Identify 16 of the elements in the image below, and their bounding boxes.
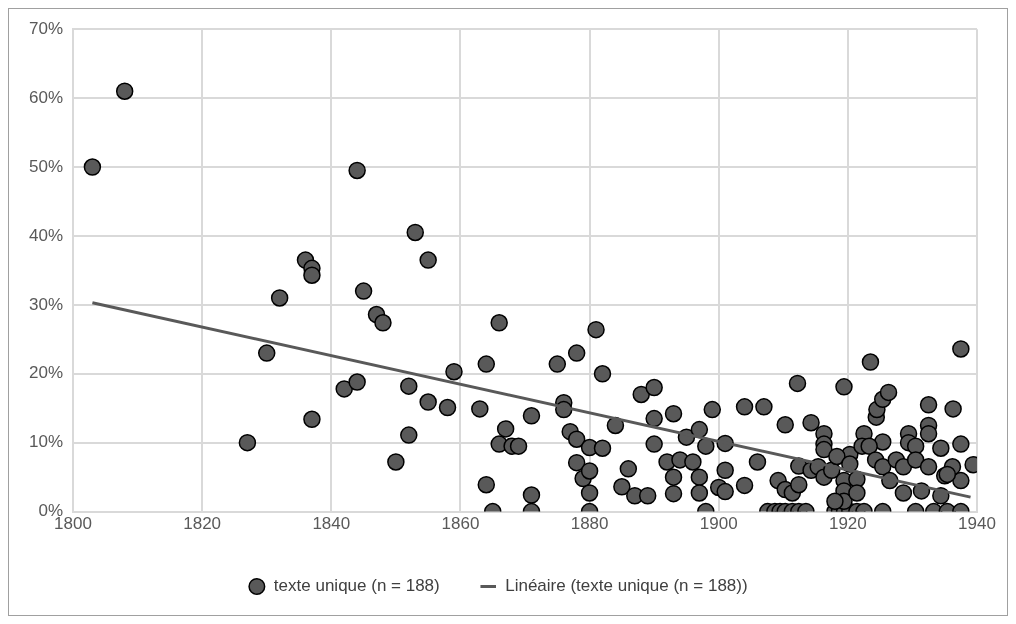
legend-label: texte unique (n = 188) bbox=[273, 576, 440, 596]
x-tick-label: 1860 bbox=[441, 514, 480, 534]
y-tick-label: 30% bbox=[28, 294, 64, 314]
x-tick-label: 1840 bbox=[312, 514, 351, 534]
x-tick-label: 1820 bbox=[183, 514, 222, 534]
x-tick-label: 1920 bbox=[828, 514, 867, 534]
x-tick-label: 1900 bbox=[699, 514, 738, 534]
y-tick-label: 20% bbox=[28, 363, 64, 383]
y-tick-label: 60% bbox=[28, 87, 64, 107]
y-tick-label: 70% bbox=[28, 18, 64, 38]
y-tick-label: 40% bbox=[28, 225, 64, 245]
x-tick-label: 1880 bbox=[570, 514, 609, 534]
y-tick-label: 50% bbox=[28, 156, 64, 176]
y-tick-label: 10% bbox=[28, 432, 64, 452]
x-tick-label: 1940 bbox=[958, 514, 996, 534]
legend-label: Linéaire (texte unique (n = 188)) bbox=[505, 576, 748, 596]
